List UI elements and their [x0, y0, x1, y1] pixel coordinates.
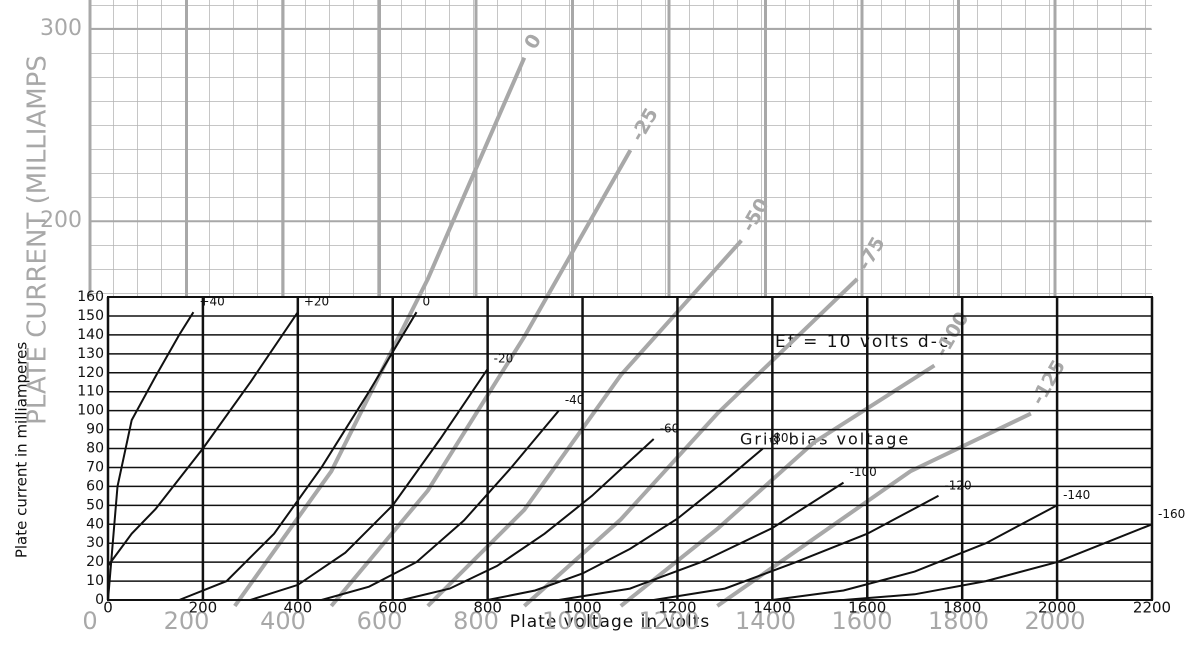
x-tick-label: 1400 [735, 607, 796, 635]
x-tick-label: 1600 [848, 599, 886, 617]
y-tick-label: 160 [77, 289, 104, 305]
curve [772, 504, 1058, 601]
y-tick-label: 60 [86, 478, 104, 494]
curve [250, 368, 489, 601]
x-tick-label: 2200 [1133, 599, 1171, 617]
curve [329, 149, 633, 608]
curve-label: -100 [850, 465, 877, 479]
x-tick-label: 0 [103, 599, 113, 617]
curve-label: -60 [660, 422, 680, 436]
curve [426, 239, 743, 608]
curve [107, 311, 299, 567]
x-tick-label: 1600 [831, 607, 892, 635]
curve [653, 494, 939, 601]
y-tick-label: 50 [86, 497, 104, 513]
curve [321, 409, 560, 601]
y-tick-label: 120 [77, 365, 104, 381]
y-tick-label: 80 [86, 441, 104, 457]
x-tick-label: 800 [473, 599, 502, 617]
y-tick-label: 130 [77, 346, 104, 362]
plot-frame [107, 296, 1153, 601]
curve-label: -20 [494, 351, 514, 365]
x-tick-label: 1200 [638, 607, 699, 635]
curve [401, 438, 655, 601]
y-tick-label: 140 [77, 327, 104, 343]
y-tick-label: 30 [86, 535, 104, 551]
curve [558, 481, 845, 601]
x-tick-label: 200 [164, 607, 210, 635]
x-tick-label: 1800 [928, 607, 989, 635]
curve-label: -40 [565, 393, 585, 407]
annotation: Grid bias voltage [740, 430, 910, 449]
x-tick-label: 1800 [943, 599, 981, 617]
x-axis-title: Plate voltage in volts [510, 612, 710, 632]
y-axis-title: PLATE CURRENT (MILLIAMPS [23, 55, 53, 425]
curve-label: +40 [199, 295, 224, 309]
x-tick-label: 200 [189, 599, 218, 617]
y-tick-label: 90 [86, 422, 104, 438]
x-tick-label: 600 [357, 607, 403, 635]
y-tick-label: 20 [86, 554, 104, 570]
background-grid [90, 0, 1152, 297]
x-tick-label: 600 [378, 599, 407, 617]
curve [487, 447, 764, 601]
y-tick-label: 150 [77, 308, 104, 324]
x-tick-label: 1200 [658, 599, 696, 617]
curve-label: 0 [422, 295, 430, 309]
y-axis-title: Plate current in milliamperes [13, 342, 31, 559]
y-tick-label: 200 [40, 208, 82, 233]
x-tick-label: 400 [283, 599, 312, 617]
curve-label: -80 [769, 431, 789, 445]
curve-label: -140 [1063, 488, 1090, 502]
x-tick-label: 0 [82, 607, 97, 635]
x-tick-label: 1000 [563, 599, 601, 617]
curve-label: -125 [1026, 356, 1070, 409]
y-tick-label: 300 [40, 16, 82, 41]
annotation: Ef = 10 volts d-c [775, 332, 950, 352]
y-tick-label: 70 [86, 459, 104, 475]
curve [178, 311, 418, 601]
curve-label: -160 [1158, 507, 1185, 521]
curve [843, 523, 1153, 601]
x-tick-label: 1000 [542, 607, 603, 635]
curve-label: +20 [304, 295, 329, 309]
curve-label: -120 [944, 478, 971, 492]
x-tick-label: 400 [260, 607, 306, 635]
x-tick-label: 1400 [753, 599, 791, 617]
y-tick-label: 100 [77, 403, 104, 419]
x-tick-label: 2000 [1038, 599, 1076, 617]
y-tick-label: 10 [86, 573, 104, 589]
x-tick-label: 2000 [1024, 607, 1085, 635]
y-tick-label: 0 [95, 592, 104, 608]
y-tick-label: 110 [77, 384, 104, 400]
curve [107, 311, 195, 601]
x-tick-label: 800 [453, 607, 499, 635]
y-tick-label: 40 [86, 516, 104, 532]
